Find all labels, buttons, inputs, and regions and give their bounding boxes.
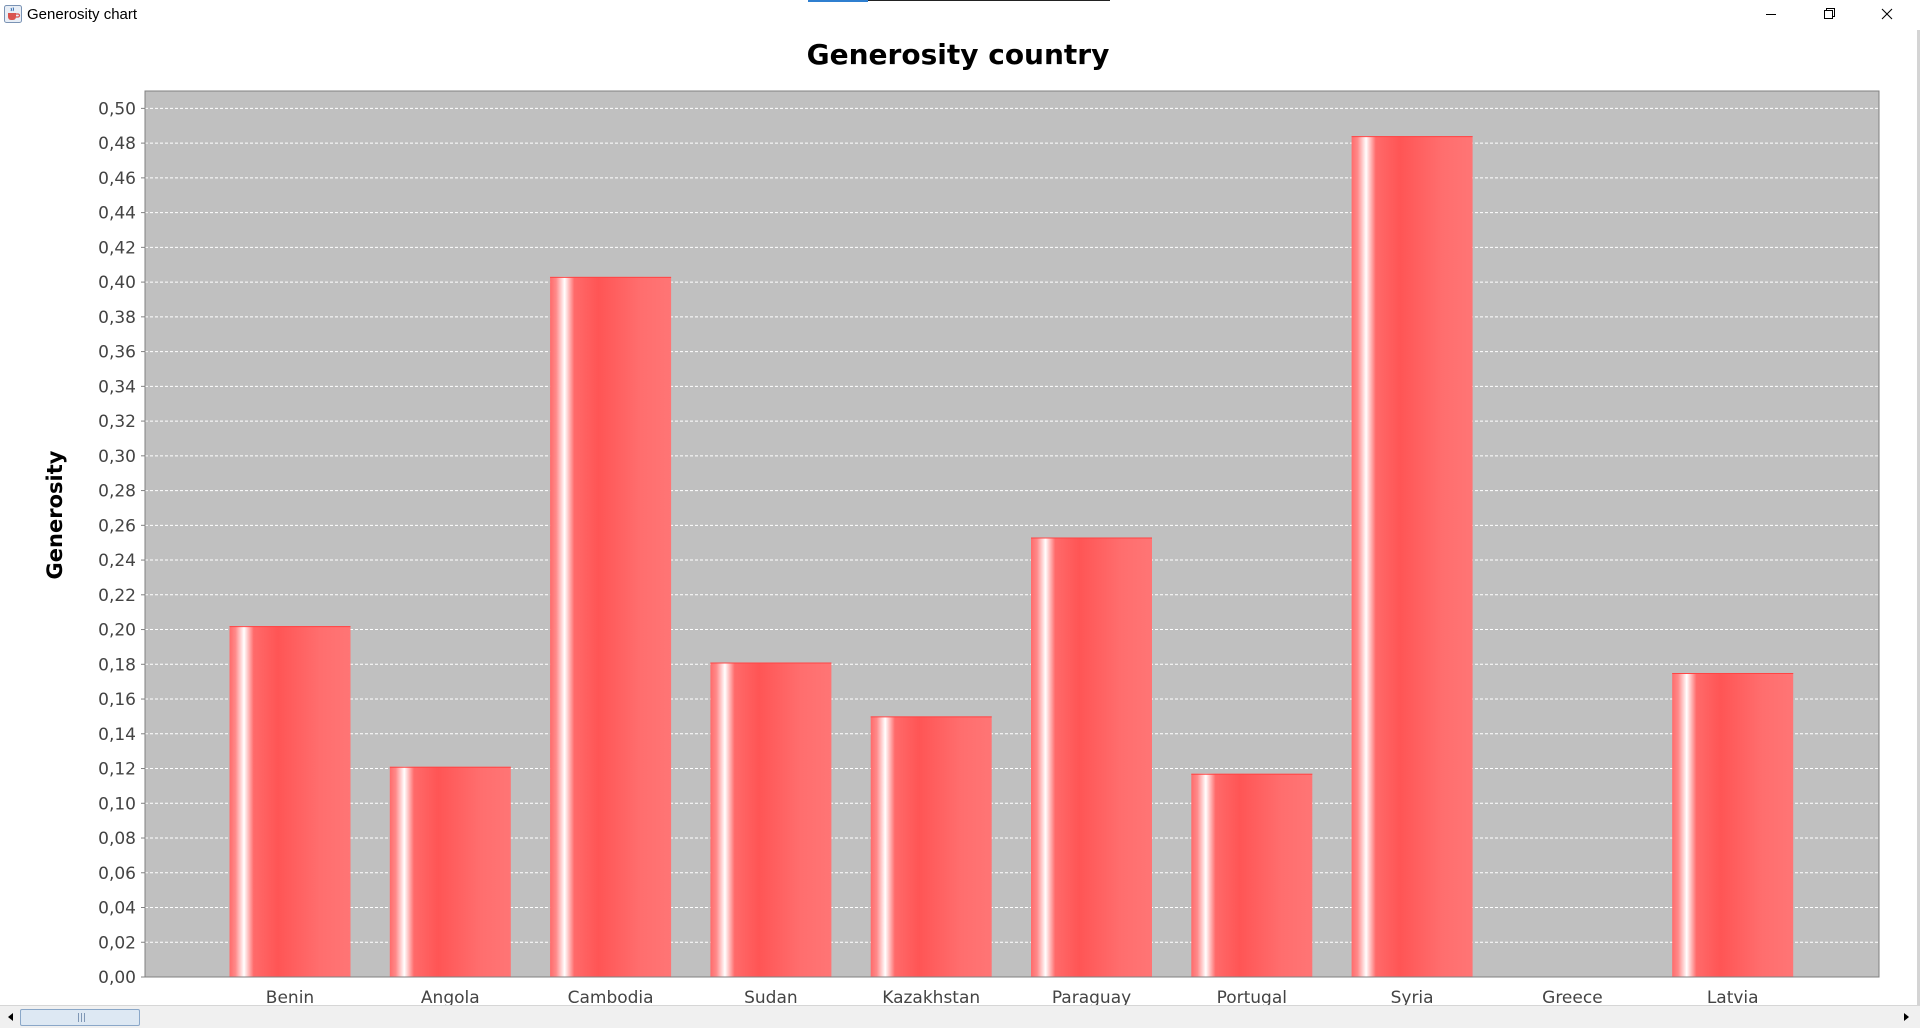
close-icon	[1881, 8, 1893, 20]
y-tick-label: 0,16	[98, 690, 136, 710]
x-tick-label: Cambodia	[568, 988, 654, 1005]
bar-portugal	[1191, 773, 1313, 977]
title-accent-line	[808, 0, 868, 2]
y-tick-label: 0,04	[98, 899, 136, 919]
horizontal-scrollbar[interactable]	[0, 1005, 1920, 1028]
x-tick-label: Angola	[421, 988, 480, 1005]
restore-icon	[1824, 8, 1835, 19]
bars	[229, 136, 1794, 977]
bar-benin	[229, 626, 351, 977]
x-tick-label: Portugal	[1217, 988, 1287, 1005]
bar-angola	[389, 766, 511, 977]
y-tick-label: 0,12	[98, 760, 136, 780]
x-axis-ticks: Benin Angola Cambodia Sudan Kazakhstan Paragu…	[266, 988, 1759, 1005]
y-tick-label: 0,38	[98, 308, 136, 328]
arrow-right-icon[interactable]	[1898, 1009, 1914, 1025]
y-tick-label: 0,30	[98, 447, 136, 467]
x-tick-label: Latvia	[1707, 988, 1759, 1005]
y-tick-label: 0,22	[98, 586, 136, 606]
window-titlebar: Generosity chart	[0, 0, 1920, 30]
scrollbar-thumb[interactable]	[20, 1009, 140, 1026]
y-tick-label: 0,06	[98, 864, 136, 884]
y-tick-label: 0,36	[98, 343, 136, 363]
minimize-icon	[1766, 14, 1776, 15]
x-tick-label: Syria	[1391, 988, 1434, 1005]
grid-lines	[145, 107, 1879, 943]
y-tick-label: 0,14	[98, 725, 136, 745]
bar-paraguay	[1031, 537, 1152, 977]
bar-sudan	[710, 662, 832, 977]
y-tick-label: 0,18	[98, 655, 136, 675]
y-tick-label: 0,48	[98, 134, 136, 154]
y-axis-ticks: 0,00 0,02 0,04 0,06 0,08 0,10 0,12 0,14 0,16 0,18…	[98, 99, 145, 988]
y-tick-label: 0,32	[98, 412, 136, 432]
bar-syria	[1351, 136, 1473, 977]
close-button[interactable]	[1858, 0, 1916, 30]
x-tick-label: Sudan	[744, 988, 798, 1005]
java-cup-icon	[4, 5, 22, 23]
y-tick-label: 0,34	[98, 377, 136, 397]
x-tick-label: Kazakhstan	[882, 988, 980, 1005]
y-tick-label: 0,40	[98, 273, 136, 293]
y-tick-label: 0,10	[98, 794, 136, 814]
window-right-border	[1917, 30, 1920, 1005]
grip-icon	[78, 1013, 85, 1022]
bar-kazakhstan	[870, 716, 992, 977]
y-tick-label: 0,44	[98, 204, 136, 224]
bar-cambodia	[550, 276, 672, 977]
y-tick-label: 0,20	[98, 621, 136, 641]
y-tick-label: 0,26	[98, 516, 136, 536]
y-tick-label: 0,02	[98, 933, 136, 953]
y-tick-label: 0,46	[98, 169, 136, 189]
window-title: Generosity chart	[27, 6, 138, 23]
chart-title: Generosity country	[807, 38, 1110, 71]
x-tick-label: Greece	[1542, 988, 1603, 1005]
minimize-button[interactable]	[1742, 0, 1800, 30]
bar-latvia	[1672, 672, 1794, 977]
y-tick-label: 0,50	[98, 99, 136, 119]
x-tick-label: Benin	[266, 988, 314, 1005]
y-tick-label: 0,42	[98, 238, 136, 258]
y-tick-label: 0,08	[98, 829, 136, 849]
y-axis-label: Generosity	[43, 450, 67, 579]
restore-button[interactable]	[1800, 0, 1858, 30]
y-tick-label: 0,24	[98, 551, 136, 571]
title-divider-line	[868, 0, 1110, 1]
y-tick-label: 0,28	[98, 482, 136, 502]
arrow-left-icon[interactable]	[3, 1009, 19, 1025]
y-tick-label: 0,00	[98, 968, 136, 988]
x-tick-label: Paraguay	[1052, 988, 1131, 1005]
bar-chart: Generosity country Generosity 0,000,020,…	[43, 38, 1880, 1005]
